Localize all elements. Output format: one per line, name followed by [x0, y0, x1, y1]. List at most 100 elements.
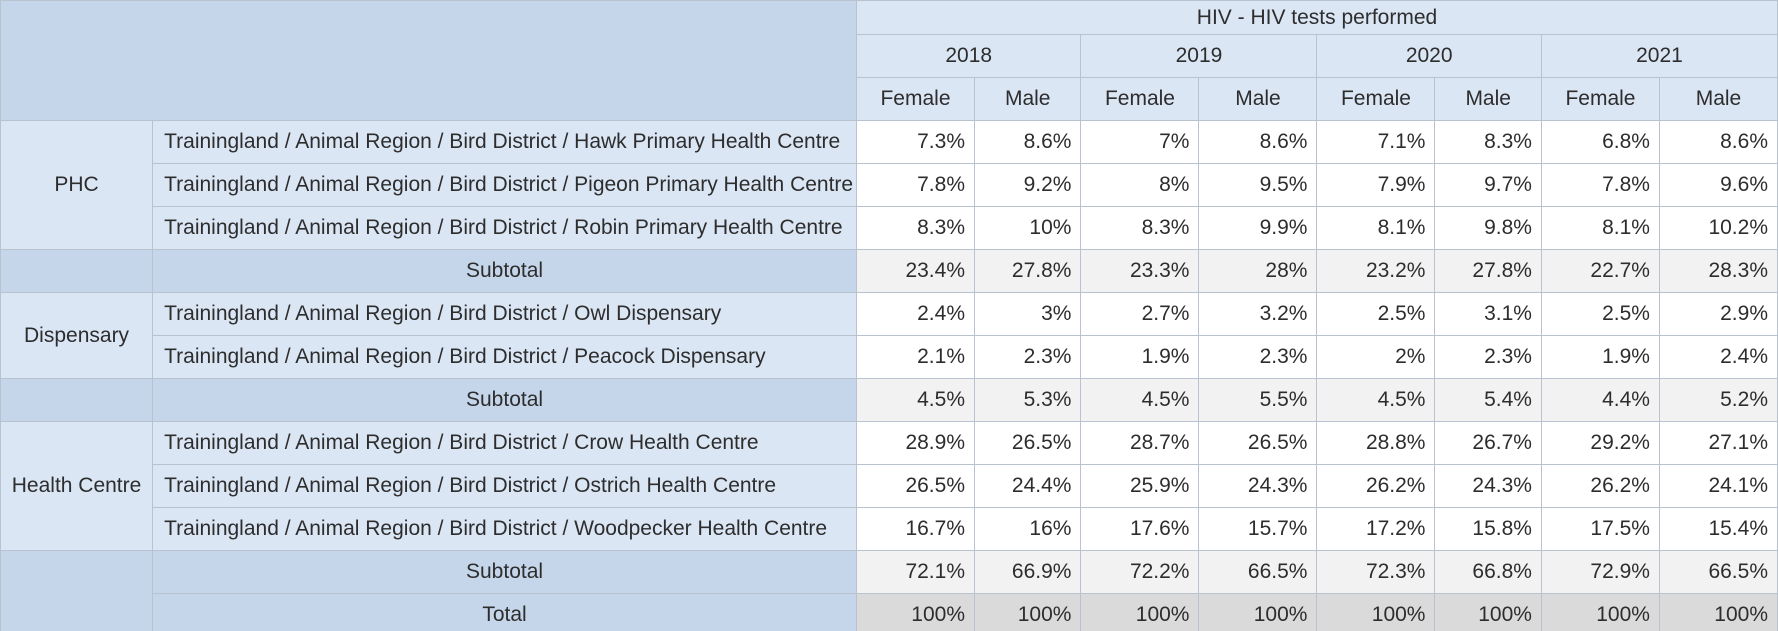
subtotal-cell[interactable]: 4.5%: [855, 378, 976, 422]
subtotal-cell[interactable]: 23.3%: [1080, 249, 1200, 293]
value-cell[interactable]: 17.2%: [1316, 507, 1436, 551]
subtotal-cell[interactable]: 72.3%: [1316, 550, 1436, 594]
value-cell[interactable]: 2.4%: [855, 292, 976, 336]
value-cell[interactable]: 2.4%: [1658, 335, 1778, 379]
value-cell[interactable]: 9.8%: [1434, 206, 1542, 250]
value-cell[interactable]: 16%: [973, 507, 1082, 551]
value-cell[interactable]: 15.4%: [1658, 507, 1778, 551]
value-cell[interactable]: 27.1%: [1658, 421, 1778, 465]
year-header-2021[interactable]: 2021: [1540, 34, 1778, 78]
value-cell[interactable]: 15.8%: [1434, 507, 1542, 551]
value-cell[interactable]: 10.2%: [1658, 206, 1778, 250]
value-cell[interactable]: 9.6%: [1658, 163, 1778, 207]
subtotal-cell[interactable]: 66.9%: [973, 550, 1082, 594]
subtotal-cell[interactable]: 4.4%: [1540, 378, 1660, 422]
value-cell[interactable]: 2.3%: [1198, 335, 1318, 379]
org-unit-label[interactable]: Trainingland / Animal Region / Bird Dist…: [152, 464, 857, 508]
subtotal-cell[interactable]: 28%: [1198, 249, 1318, 293]
subtotal-cell[interactable]: 5.4%: [1434, 378, 1542, 422]
value-cell[interactable]: 26.7%: [1434, 421, 1542, 465]
sex-header-male[interactable]: Male: [973, 77, 1082, 121]
value-cell[interactable]: 17.5%: [1540, 507, 1660, 551]
value-cell[interactable]: 8.3%: [1434, 120, 1542, 164]
value-cell[interactable]: 15.7%: [1198, 507, 1318, 551]
sex-header-female[interactable]: Female: [1540, 77, 1660, 121]
org-unit-label[interactable]: Trainingland / Animal Region / Bird Dist…: [152, 120, 857, 164]
org-unit-label[interactable]: Trainingland / Animal Region / Bird Dist…: [152, 421, 857, 465]
sex-header-male[interactable]: Male: [1198, 77, 1318, 121]
value-cell[interactable]: 24.3%: [1198, 464, 1318, 508]
value-cell[interactable]: 29.2%: [1540, 421, 1660, 465]
value-cell[interactable]: 7.1%: [1316, 120, 1436, 164]
value-cell[interactable]: 2.1%: [855, 335, 976, 379]
subtotal-cell[interactable]: 5.5%: [1198, 378, 1318, 422]
subtotal-cell[interactable]: 72.1%: [855, 550, 976, 594]
year-header-2020[interactable]: 2020: [1316, 34, 1542, 78]
value-cell[interactable]: 26.2%: [1540, 464, 1660, 508]
value-cell[interactable]: 8.1%: [1316, 206, 1436, 250]
value-cell[interactable]: 24.3%: [1434, 464, 1542, 508]
row-group-health-centre[interactable]: Health Centre: [0, 421, 154, 551]
sex-header-female[interactable]: Female: [1316, 77, 1436, 121]
subtotal-cell[interactable]: 27.8%: [973, 249, 1082, 293]
sex-header-female[interactable]: Female: [855, 77, 976, 121]
value-cell[interactable]: 8%: [1080, 163, 1200, 207]
subtotal-cell[interactable]: 66.8%: [1434, 550, 1542, 594]
value-cell[interactable]: 3.2%: [1198, 292, 1318, 336]
value-cell[interactable]: 2%: [1316, 335, 1436, 379]
total-cell[interactable]: 100%: [855, 593, 976, 631]
value-cell[interactable]: 3.1%: [1434, 292, 1542, 336]
subtotal-cell[interactable]: 4.5%: [1316, 378, 1436, 422]
value-cell[interactable]: 2.7%: [1080, 292, 1200, 336]
sex-header-male[interactable]: Male: [1658, 77, 1778, 121]
org-unit-label[interactable]: Trainingland / Animal Region / Bird Dist…: [152, 335, 857, 379]
total-cell[interactable]: 100%: [1080, 593, 1200, 631]
sex-header-female[interactable]: Female: [1080, 77, 1200, 121]
value-cell[interactable]: 3%: [973, 292, 1082, 336]
row-group-phc[interactable]: PHC: [0, 120, 154, 250]
value-cell[interactable]: 8.1%: [1540, 206, 1660, 250]
value-cell[interactable]: 8.6%: [1198, 120, 1318, 164]
value-cell[interactable]: 28.8%: [1316, 421, 1436, 465]
value-cell[interactable]: 2.3%: [973, 335, 1082, 379]
value-cell[interactable]: 28.9%: [855, 421, 976, 465]
value-cell[interactable]: 9.2%: [973, 163, 1082, 207]
value-cell[interactable]: 24.4%: [973, 464, 1082, 508]
year-header-2018[interactable]: 2018: [855, 34, 1082, 78]
value-cell[interactable]: 2.5%: [1540, 292, 1660, 336]
row-group-dispensary[interactable]: Dispensary: [0, 292, 154, 379]
org-unit-label[interactable]: Trainingland / Animal Region / Bird Dist…: [152, 163, 857, 207]
value-cell[interactable]: 7.3%: [855, 120, 976, 164]
subtotal-cell[interactable]: 22.7%: [1540, 249, 1660, 293]
subtotal-cell[interactable]: 23.4%: [855, 249, 976, 293]
subtotal-cell[interactable]: 5.3%: [973, 378, 1082, 422]
year-header-2019[interactable]: 2019: [1080, 34, 1318, 78]
value-cell[interactable]: 9.9%: [1198, 206, 1318, 250]
value-cell[interactable]: 8.6%: [1658, 120, 1778, 164]
value-cell[interactable]: 16.7%: [855, 507, 976, 551]
value-cell[interactable]: 17.6%: [1080, 507, 1200, 551]
value-cell[interactable]: 24.1%: [1658, 464, 1778, 508]
value-cell[interactable]: 8.3%: [1080, 206, 1200, 250]
total-cell[interactable]: 100%: [1658, 593, 1778, 631]
value-cell[interactable]: 28.7%: [1080, 421, 1200, 465]
total-cell[interactable]: 100%: [1434, 593, 1542, 631]
subtotal-cell[interactable]: 23.2%: [1316, 249, 1436, 293]
subtotal-cell[interactable]: 5.2%: [1658, 378, 1778, 422]
value-cell[interactable]: 26.2%: [1316, 464, 1436, 508]
value-cell[interactable]: 2.5%: [1316, 292, 1436, 336]
org-unit-label[interactable]: Trainingland / Animal Region / Bird Dist…: [152, 292, 857, 336]
sex-header-male[interactable]: Male: [1434, 77, 1542, 121]
value-cell[interactable]: 9.7%: [1434, 163, 1542, 207]
total-cell[interactable]: 100%: [1316, 593, 1436, 631]
value-cell[interactable]: 2.9%: [1658, 292, 1778, 336]
subtotal-cell[interactable]: 72.9%: [1540, 550, 1660, 594]
value-cell[interactable]: 2.3%: [1434, 335, 1542, 379]
total-cell[interactable]: 100%: [1198, 593, 1318, 631]
subtotal-cell[interactable]: 28.3%: [1658, 249, 1778, 293]
value-cell[interactable]: 7.8%: [855, 163, 976, 207]
subtotal-cell[interactable]: 27.8%: [1434, 249, 1542, 293]
value-cell[interactable]: 25.9%: [1080, 464, 1200, 508]
value-cell[interactable]: 10%: [973, 206, 1082, 250]
subtotal-cell[interactable]: 72.2%: [1080, 550, 1200, 594]
